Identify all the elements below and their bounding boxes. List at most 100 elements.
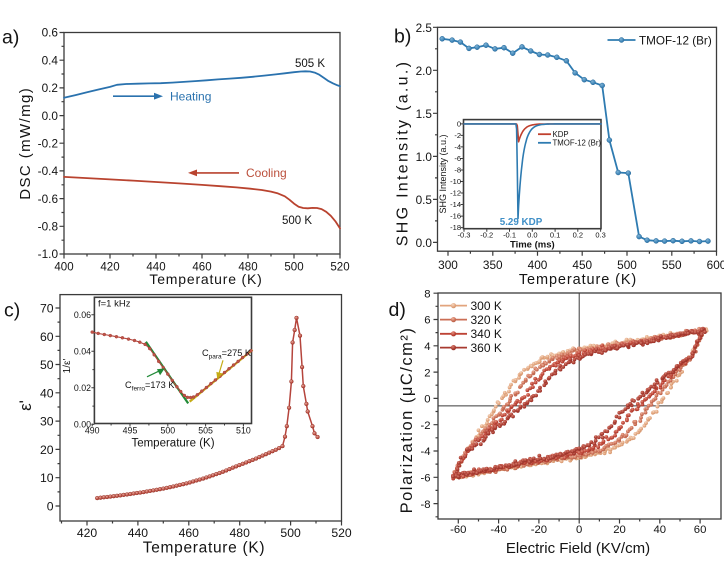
svg-text:-10: -10 xyxy=(450,177,461,186)
svg-text:-6: -6 xyxy=(420,473,430,485)
svg-text:0.3: 0.3 xyxy=(595,231,605,240)
svg-text:Heating: Heating xyxy=(170,89,211,103)
svg-text:0: 0 xyxy=(457,119,461,128)
svg-text:0.02: 0.02 xyxy=(74,383,91,393)
svg-text:1/ε': 1/ε' xyxy=(62,359,73,374)
svg-text:0: 0 xyxy=(424,394,430,406)
svg-text:400: 400 xyxy=(528,258,548,272)
svg-text:20: 20 xyxy=(613,524,626,536)
svg-text:600: 600 xyxy=(707,258,724,272)
svg-text:2: 2 xyxy=(424,367,430,379)
svg-text:-8: -8 xyxy=(420,499,430,511)
svg-text:0.1: 0.1 xyxy=(550,231,560,240)
svg-text:2.0: 2.0 xyxy=(416,64,433,78)
svg-text:60: 60 xyxy=(40,330,54,344)
svg-text:Time (ms): Time (ms) xyxy=(510,240,555,251)
svg-text:450: 450 xyxy=(572,258,592,272)
svg-text:SHG Intensity (a.u.): SHG Intensity (a.u.) xyxy=(395,60,412,247)
svg-text:505: 505 xyxy=(198,426,213,436)
svg-text:a): a) xyxy=(2,27,19,49)
svg-text:-4: -4 xyxy=(420,446,430,458)
svg-text:-0.2: -0.2 xyxy=(38,136,58,150)
svg-text:5.29 KDP: 5.29 KDP xyxy=(500,217,543,228)
svg-text:520: 520 xyxy=(331,526,352,540)
svg-text:KDP: KDP xyxy=(553,130,569,139)
svg-text:30: 30 xyxy=(40,415,54,429)
svg-text:8: 8 xyxy=(424,288,430,300)
svg-text:0.2: 0.2 xyxy=(573,231,583,240)
svg-text:1.0: 1.0 xyxy=(416,150,433,164)
svg-text:320 K: 320 K xyxy=(471,313,502,327)
svg-text:0.00: 0.00 xyxy=(74,419,91,429)
svg-text:510: 510 xyxy=(236,426,251,436)
svg-text:-0.4: -0.4 xyxy=(38,164,59,178)
svg-text:-0.1: -0.1 xyxy=(503,231,516,240)
svg-text:500: 500 xyxy=(280,526,301,540)
svg-text:DSC (mW/mg): DSC (mW/mg) xyxy=(17,87,34,200)
svg-text:0.0: 0.0 xyxy=(527,231,537,240)
svg-text:350: 350 xyxy=(483,258,503,272)
svg-text:-14: -14 xyxy=(450,200,461,209)
svg-text:40: 40 xyxy=(654,524,667,536)
svg-text:-0.8: -0.8 xyxy=(38,220,59,234)
svg-text:d): d) xyxy=(389,299,406,321)
svg-text:440: 440 xyxy=(128,526,149,540)
svg-text:0: 0 xyxy=(576,524,582,536)
svg-text:300: 300 xyxy=(438,258,458,272)
svg-text:c): c) xyxy=(4,300,20,322)
svg-text:1.5: 1.5 xyxy=(416,107,433,121)
svg-text:-2: -2 xyxy=(454,131,461,140)
svg-text:480: 480 xyxy=(238,262,257,274)
svg-text:Electric Field (KV/cm): Electric Field (KV/cm) xyxy=(506,540,650,557)
svg-text:-6: -6 xyxy=(454,154,461,163)
svg-text:Temperature (K): Temperature (K) xyxy=(131,438,214,450)
svg-text:-60: -60 xyxy=(450,524,466,536)
svg-text:20: 20 xyxy=(40,443,54,457)
svg-text:50: 50 xyxy=(40,358,54,372)
svg-text:-20: -20 xyxy=(531,524,547,536)
svg-text:360 K: 360 K xyxy=(471,341,502,355)
svg-text:550: 550 xyxy=(662,258,682,272)
svg-text:500: 500 xyxy=(160,426,175,436)
svg-text:-1.0: -1.0 xyxy=(38,247,59,261)
svg-text:-12: -12 xyxy=(450,188,461,197)
svg-text:520: 520 xyxy=(330,262,349,274)
svg-text:400: 400 xyxy=(54,262,73,274)
svg-text:Cooling: Cooling xyxy=(246,166,287,180)
svg-text:Temperature (K): Temperature (K) xyxy=(149,271,262,287)
svg-text:-2: -2 xyxy=(420,420,430,432)
svg-text:0.4: 0.4 xyxy=(42,53,59,67)
svg-text:40: 40 xyxy=(40,386,54,400)
svg-text:500 K: 500 K xyxy=(282,215,312,227)
svg-text:4: 4 xyxy=(424,341,430,353)
svg-text:2.5: 2.5 xyxy=(416,21,433,35)
svg-text:6: 6 xyxy=(424,315,430,327)
svg-text:505 K: 505 K xyxy=(295,58,325,70)
svg-text:ε': ε' xyxy=(16,400,35,411)
svg-text:Temperature (K): Temperature (K) xyxy=(519,272,637,288)
svg-text:Temperature (K): Temperature (K) xyxy=(143,540,265,557)
svg-text:0.0: 0.0 xyxy=(42,109,59,123)
svg-text:70: 70 xyxy=(40,301,54,315)
svg-text:440: 440 xyxy=(146,262,165,274)
svg-text:60: 60 xyxy=(694,524,707,536)
svg-text:480: 480 xyxy=(230,526,251,540)
svg-text:300 K: 300 K xyxy=(471,299,502,313)
svg-text:-0.2: -0.2 xyxy=(480,231,493,240)
svg-text:-8: -8 xyxy=(454,165,461,174)
svg-text:460: 460 xyxy=(179,526,200,540)
svg-text:495: 495 xyxy=(123,426,138,436)
svg-text:0.6: 0.6 xyxy=(42,26,59,40)
svg-text:0.06: 0.06 xyxy=(74,310,91,320)
svg-text:10: 10 xyxy=(40,471,54,485)
svg-text:340 K: 340 K xyxy=(471,327,502,341)
svg-text:-16: -16 xyxy=(450,211,461,220)
svg-text:0.5: 0.5 xyxy=(416,193,433,207)
svg-text:-0.6: -0.6 xyxy=(38,192,59,206)
svg-text:460: 460 xyxy=(192,262,211,274)
svg-text:TMOF-12 (Br): TMOF-12 (Br) xyxy=(639,34,712,47)
svg-text:f=1 kHz: f=1 kHz xyxy=(98,299,131,310)
svg-text:420: 420 xyxy=(77,526,98,540)
svg-text:-4: -4 xyxy=(454,142,461,151)
svg-text:500: 500 xyxy=(617,258,637,272)
